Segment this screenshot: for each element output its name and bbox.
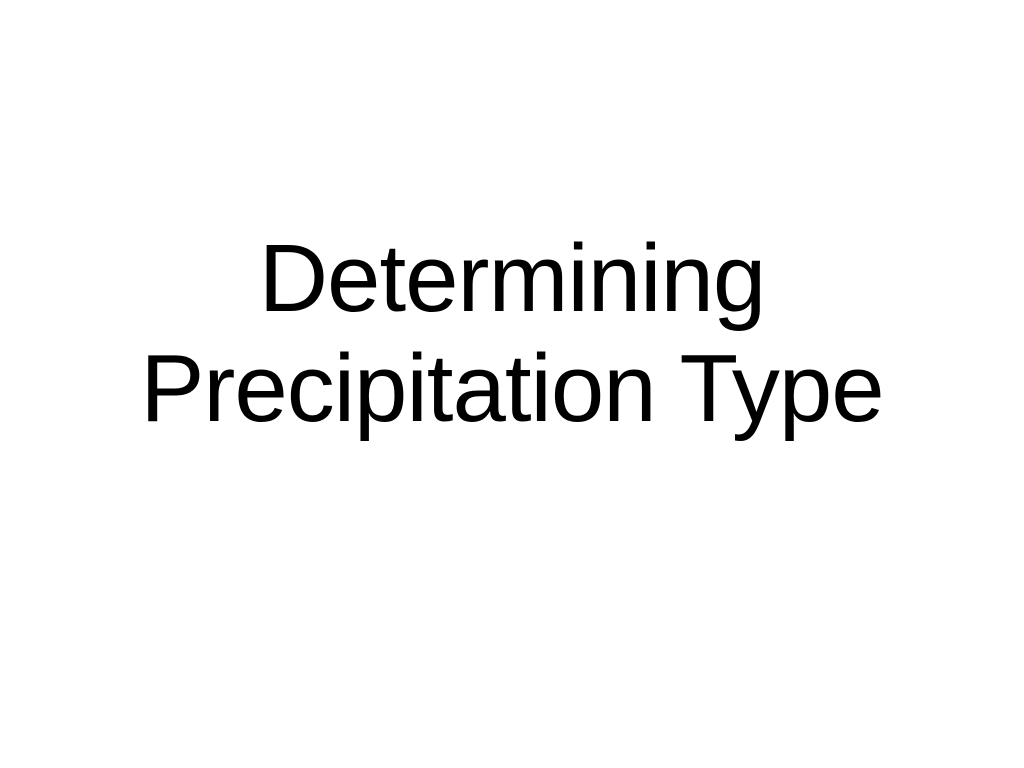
slide-container: Determining Precipitation Type bbox=[0, 224, 1024, 445]
title-line-2: Precipitation Type bbox=[140, 335, 883, 442]
slide-title: Determining Precipitation Type bbox=[40, 224, 984, 445]
title-line-1: Determining bbox=[259, 225, 766, 332]
